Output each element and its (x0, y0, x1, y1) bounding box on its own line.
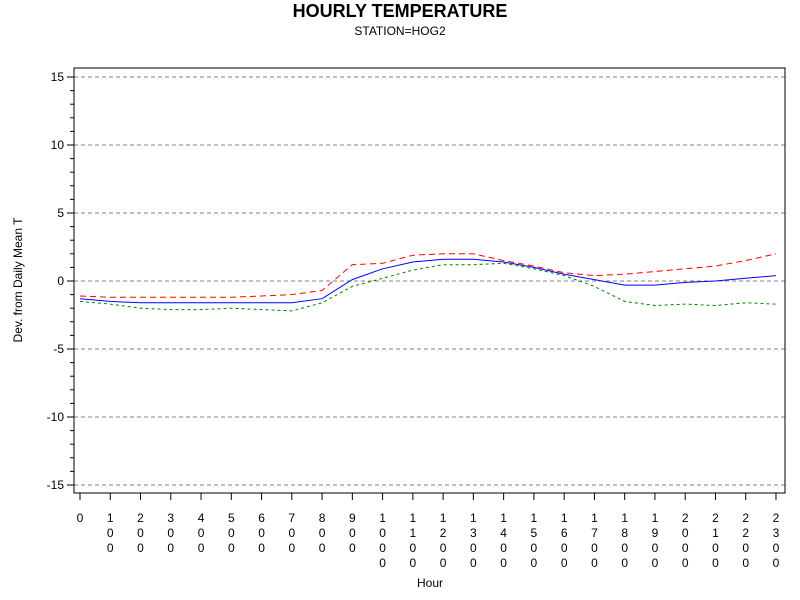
series-line-2 (79, 262, 777, 312)
y-axis: -15 -10 -5 0 5 10 15 (47, 70, 74, 492)
y-tick-label-0: -15 (47, 478, 65, 492)
series-line-1 (79, 253, 777, 298)
y-tick-label-3: 0 (57, 274, 64, 288)
x-axis-title: Hour (417, 576, 443, 590)
chart-title: HOURLY TEMPERATURE (292, 1, 508, 21)
y-tick-label-5: 10 (51, 138, 65, 152)
chart-subtitle: STATION=HOG2 (354, 24, 446, 38)
grid-lines (74, 76, 785, 486)
y-axis-title: Dev. from Daily Mean T (11, 217, 25, 343)
y-tick-label-6: 15 (51, 70, 65, 84)
x-tick-label-0: 0 (77, 511, 84, 525)
series-group (79, 253, 777, 312)
y-tick-label-1: -10 (47, 410, 65, 424)
y-tick-label-4: 5 (57, 206, 64, 220)
series-line-0 (79, 258, 777, 304)
x-axis: 0 1 0 0 2 0 0 3 0 0 4 0 0 5 0 0 6 0 0 7 0 0 8 0 0 9 0 0 1 0 0 0 1 1 0 0 1 2 0 0… (77, 493, 780, 570)
y-tick-label-2: -5 (53, 342, 64, 356)
